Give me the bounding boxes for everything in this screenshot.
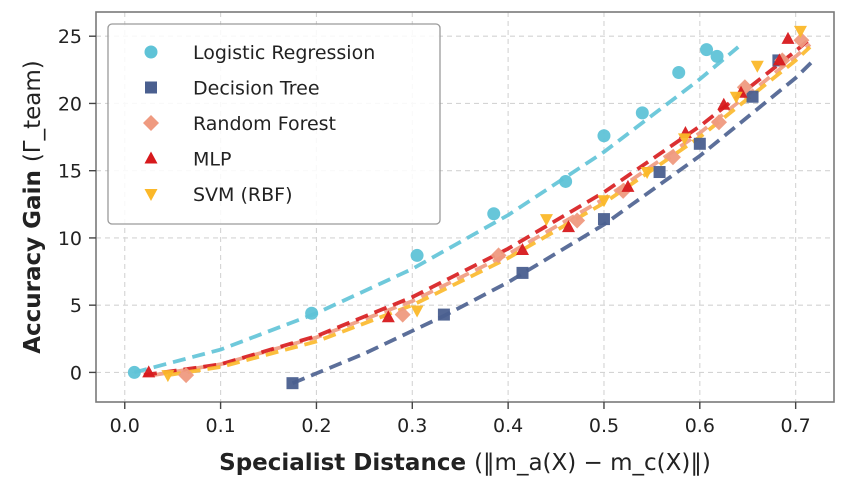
data-point-decision-tree bbox=[437, 308, 450, 321]
data-point-random-forest bbox=[569, 212, 586, 229]
data-point-mlp bbox=[562, 220, 576, 233]
fit-line-mlp bbox=[143, 37, 812, 377]
data-point-logistic-regression bbox=[127, 365, 141, 379]
data-point-logistic-regression bbox=[487, 207, 501, 221]
data-point-random-forest bbox=[793, 32, 810, 49]
x-ticks: 0.0 0.1 0.2 0.3 0.4 0.5 0.6 0.7 bbox=[110, 402, 811, 437]
data-point-logistic-regression bbox=[410, 248, 424, 262]
y-axis-title-math: (Γ_team) bbox=[20, 60, 46, 162]
fit-lines bbox=[133, 37, 817, 385]
x-tick-label: 0.0 bbox=[110, 415, 140, 437]
data-point-random-forest bbox=[394, 306, 411, 323]
y-ticks: 0 5 10 15 20 25 bbox=[58, 26, 96, 384]
x-tick-label: 0.6 bbox=[685, 415, 715, 437]
y-axis-title-bold: Accuracy Gain bbox=[20, 170, 46, 354]
data-point-random-forest bbox=[178, 367, 195, 384]
y-axis-title: Accuracy Gain (Γ_team) bbox=[20, 60, 46, 354]
legend: Logistic Regression Decision Tree Random F… bbox=[107, 23, 441, 225]
data-point-decision-tree bbox=[746, 90, 759, 103]
data-point-logistic-regression bbox=[672, 66, 686, 80]
data-point-mlp bbox=[516, 243, 530, 256]
data-point-random-forest bbox=[664, 149, 681, 166]
x-axis-title-bold: Specialist Distance bbox=[219, 450, 466, 476]
y-tick-label: 0 bbox=[70, 362, 82, 384]
data-point-svm-rbf bbox=[640, 167, 654, 180]
data-point-svm-rbf bbox=[410, 305, 424, 318]
y-tick-label: 5 bbox=[70, 295, 82, 317]
data-point-mlp bbox=[381, 310, 395, 323]
data-point-logistic-regression bbox=[559, 174, 573, 188]
fit-line-svm-rbf bbox=[167, 45, 812, 377]
y-tick-label: 15 bbox=[58, 161, 82, 183]
data-point-svm-rbf bbox=[539, 214, 553, 227]
legend-marker-logistic-regression bbox=[144, 45, 158, 59]
x-tick-label: 0.4 bbox=[493, 415, 523, 437]
x-tick-label: 0.5 bbox=[589, 415, 619, 437]
y-tick-label: 20 bbox=[58, 93, 82, 115]
data-point-logistic-regression bbox=[597, 129, 611, 143]
fit-line-decision-tree bbox=[291, 57, 817, 385]
data-points bbox=[127, 25, 810, 390]
data-point-mlp bbox=[781, 31, 795, 44]
legend-label-random-forest: Random Forest bbox=[193, 113, 336, 135]
data-point-svm-rbf bbox=[597, 195, 611, 208]
x-axis-title-math: (‖m_a(X) − m_c(X)‖) bbox=[474, 450, 711, 476]
data-point-mlp bbox=[717, 97, 731, 110]
data-point-decision-tree bbox=[597, 213, 610, 226]
data-point-logistic-regression bbox=[635, 106, 649, 120]
data-point-random-forest bbox=[710, 114, 727, 131]
data-point-mlp bbox=[621, 179, 635, 192]
legend-box bbox=[107, 23, 441, 225]
plot-frame bbox=[95, 11, 835, 403]
legend-label-mlp: MLP bbox=[193, 149, 231, 171]
y-tick-label: 10 bbox=[58, 228, 82, 250]
x-tick-label: 0.7 bbox=[781, 415, 811, 437]
legend-marker-random-forest bbox=[143, 115, 159, 131]
legend-marker-mlp bbox=[144, 151, 158, 164]
data-point-decision-tree bbox=[653, 166, 666, 179]
data-point-svm-rbf bbox=[793, 25, 807, 38]
x-tick-label: 0.3 bbox=[397, 415, 427, 437]
data-point-decision-tree bbox=[516, 266, 529, 279]
data-point-decision-tree bbox=[693, 137, 706, 150]
x-axis-title: Specialist Distance (‖m_a(X) − m_c(X)‖) bbox=[219, 450, 711, 476]
legend-marker-svm-rbf bbox=[144, 189, 158, 201]
data-point-random-forest bbox=[490, 247, 507, 264]
data-point-mlp bbox=[142, 365, 156, 378]
x-tick-label: 0.2 bbox=[301, 415, 331, 437]
data-point-svm-rbf bbox=[161, 370, 175, 383]
legend-label-decision-tree: Decision Tree bbox=[193, 78, 320, 100]
y-tick-label: 25 bbox=[58, 26, 82, 48]
data-point-mlp bbox=[772, 53, 786, 66]
data-point-decision-tree bbox=[286, 377, 299, 390]
data-point-svm-rbf bbox=[677, 133, 691, 146]
legend-label-svm-rbf: SVM (RBF) bbox=[193, 184, 292, 206]
data-point-logistic-regression bbox=[700, 43, 714, 57]
data-point-svm-rbf bbox=[729, 91, 743, 104]
legend-label-logistic-regression: Logistic Regression bbox=[193, 42, 375, 64]
data-point-svm-rbf bbox=[750, 60, 764, 73]
data-point-logistic-regression bbox=[305, 306, 319, 320]
x-tick-label: 0.1 bbox=[205, 415, 235, 437]
legend-marker-decision-tree bbox=[145, 81, 157, 94]
fit-line-logistic-regression bbox=[133, 45, 740, 375]
data-point-logistic-regression bbox=[710, 49, 724, 63]
